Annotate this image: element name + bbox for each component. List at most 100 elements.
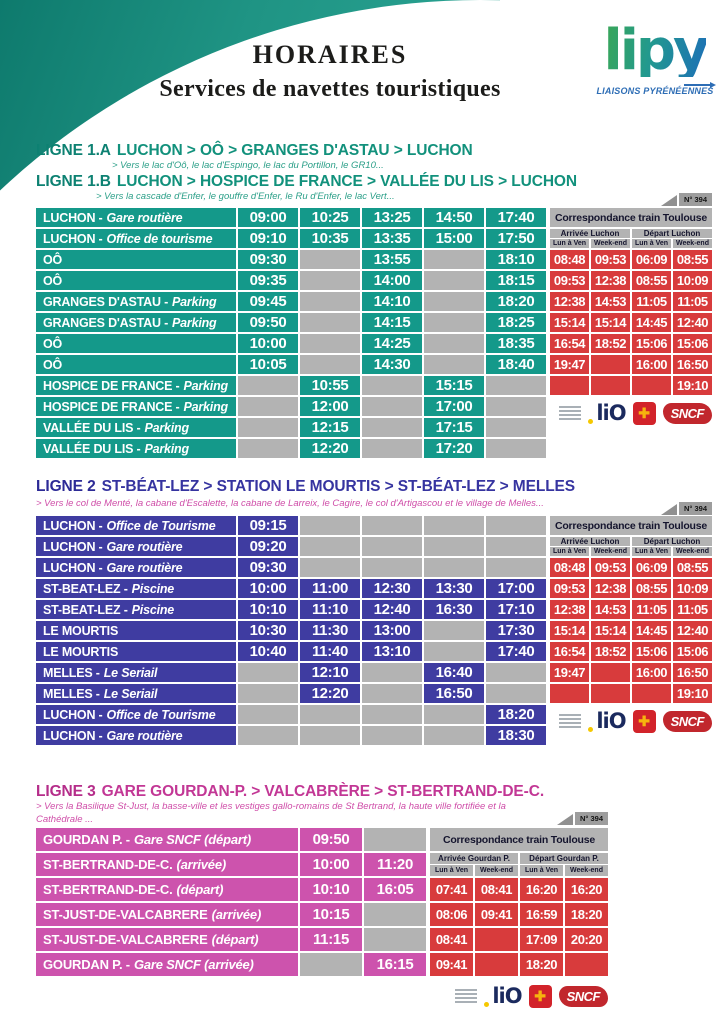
stop-name-cell: VALLÉE DU LIS - Parking	[36, 439, 236, 458]
stop-name-cell: OÔ	[36, 250, 236, 269]
caption-bar	[559, 722, 582, 724]
stop-name-cell: LE MOURTIS	[36, 621, 236, 640]
train-time-cell: 09:53	[591, 558, 630, 577]
departure-time-cell: 15:00	[424, 229, 484, 248]
departure-time-cell: 13:30	[424, 579, 484, 598]
train-time-cell: 16:54	[550, 642, 589, 661]
departure-time-cell: 09:15	[238, 516, 298, 535]
departure-time-cell	[300, 355, 360, 374]
correspondance-day-header: Week-end	[673, 239, 712, 248]
departure-time-cell: 18:15	[486, 271, 546, 290]
correspondance-day-header: Lun à Ven	[520, 865, 563, 876]
caption-bar	[455, 993, 478, 995]
departure-time-cell: 17:15	[424, 418, 484, 437]
departure-time-cell: 10:00	[238, 579, 298, 598]
train-time-cell: 08:55	[673, 250, 712, 269]
departure-time-cell: 11:20	[364, 853, 426, 876]
departure-time-cell: 10:00	[300, 853, 362, 876]
departure-time-cell	[300, 334, 360, 353]
lio-logo: liO	[492, 984, 522, 1008]
stop-detail: Gare routière	[106, 539, 183, 554]
departure-time-cell	[424, 621, 484, 640]
departure-time-cell	[362, 376, 422, 395]
badge-triangle-icon	[660, 504, 677, 515]
departure-time-cell	[362, 397, 422, 416]
correspondance-day-header: Week-end	[591, 547, 630, 556]
departure-time-cell: 14:25	[362, 334, 422, 353]
train-time-cell: 09:41	[475, 903, 518, 926]
line-subtitle: > Vers la cascade d'Enfer, le gouffre d'…	[96, 191, 395, 202]
train-time-cell: 14:53	[591, 600, 630, 619]
departure-time-cell: 10:15	[300, 903, 362, 926]
departure-time-cell: 09:50	[300, 828, 362, 851]
train-time-cell	[591, 663, 630, 682]
departure-time-cell	[238, 397, 298, 416]
departure-time-cell: 16:50	[424, 684, 484, 703]
departure-time-cell	[424, 292, 484, 311]
caption-bar	[559, 406, 582, 408]
departure-time-cell	[362, 726, 422, 745]
train-time-cell: 14:45	[632, 621, 671, 640]
departure-time-cell: 11:30	[300, 621, 360, 640]
departure-time-cell: 13:10	[362, 642, 422, 661]
train-time-cell: 16:20	[565, 878, 608, 901]
departure-time-cell: 12:10	[300, 663, 360, 682]
correspondance-group-header: Arrivée Gourdan P.	[430, 853, 518, 864]
stop-name-cell: LUCHON - Office de Tourisme	[36, 705, 236, 724]
departure-time-cell	[300, 271, 360, 290]
departure-time-cell: 09:30	[238, 250, 298, 269]
departure-time-cell: 13:55	[362, 250, 422, 269]
correspondance-title: Correspondance train Toulouse	[550, 208, 712, 227]
caption-bar	[559, 718, 582, 720]
train-time-cell	[550, 376, 589, 395]
lipy-logo: lipy LIAISONS PYRÉNÉENNES	[592, 22, 718, 96]
page-title: HORAIRES	[252, 40, 408, 69]
caption-bar	[559, 418, 582, 420]
train-time-cell: 08:48	[550, 250, 589, 269]
departure-time-cell	[364, 903, 426, 926]
stop-name-cell: LUCHON - Office de Tourisme	[36, 516, 236, 535]
departure-time-cell: 12:20	[300, 684, 360, 703]
departure-time-cell: 09:35	[238, 271, 298, 290]
train-time-cell: 09:53	[550, 271, 589, 290]
departure-time-cell	[424, 313, 484, 332]
stop-name-cell: MELLES - Le Seriail	[36, 663, 236, 682]
departure-time-cell	[300, 537, 360, 556]
train-time-cell: 15:14	[550, 621, 589, 640]
train-time-cell: 10:09	[673, 271, 712, 290]
correspondance-day-header: Week-end	[591, 239, 630, 248]
departure-time-cell: 09:45	[238, 292, 298, 311]
departure-time-cell	[238, 684, 298, 703]
correspondance-group-header: Départ Gourdan P.	[520, 853, 608, 864]
line-title: LIGNE 3 GARE GOURDAN-P. > VALCABRÈRE > ST…	[36, 783, 544, 801]
train-time-cell: 08:55	[632, 579, 671, 598]
departure-time-cell	[424, 537, 484, 556]
caption-bar	[455, 989, 478, 991]
correspondance-title: Correspondance train Toulouse	[550, 516, 712, 535]
train-time-cell: 18:52	[591, 642, 630, 661]
caption-bar	[559, 410, 582, 412]
page-subtitle: Services de navettes touristiques	[159, 76, 501, 102]
departure-time-cell	[424, 516, 484, 535]
departure-time-cell	[486, 684, 546, 703]
stop-name-cell: GOURDAN P. - Gare SNCF (départ)	[36, 828, 298, 851]
departure-time-cell: 16:40	[424, 663, 484, 682]
departure-time-cell: 17:10	[486, 600, 546, 619]
departure-time-cell: 12:30	[362, 579, 422, 598]
departure-time-cell: 14:00	[362, 271, 422, 290]
departure-time-cell: 14:30	[362, 355, 422, 374]
correspondance-day-header: Week-end	[565, 865, 608, 876]
departure-time-cell: 10:10	[238, 600, 298, 619]
train-time-cell: 11:05	[632, 292, 671, 311]
sncf-logo: SNCF	[558, 985, 608, 1007]
train-time-cell: 08:48	[550, 558, 589, 577]
train-time-cell: 19:10	[673, 684, 712, 703]
train-time-cell: 15:06	[673, 642, 712, 661]
train-time-cell: 19:47	[550, 663, 589, 682]
departure-time-cell	[362, 537, 422, 556]
train-time-cell: 15:14	[591, 621, 630, 640]
departure-time-cell	[238, 418, 298, 437]
correspondance-title: Correspondance train Toulouse	[430, 828, 608, 851]
stop-name-cell: OÔ	[36, 334, 236, 353]
